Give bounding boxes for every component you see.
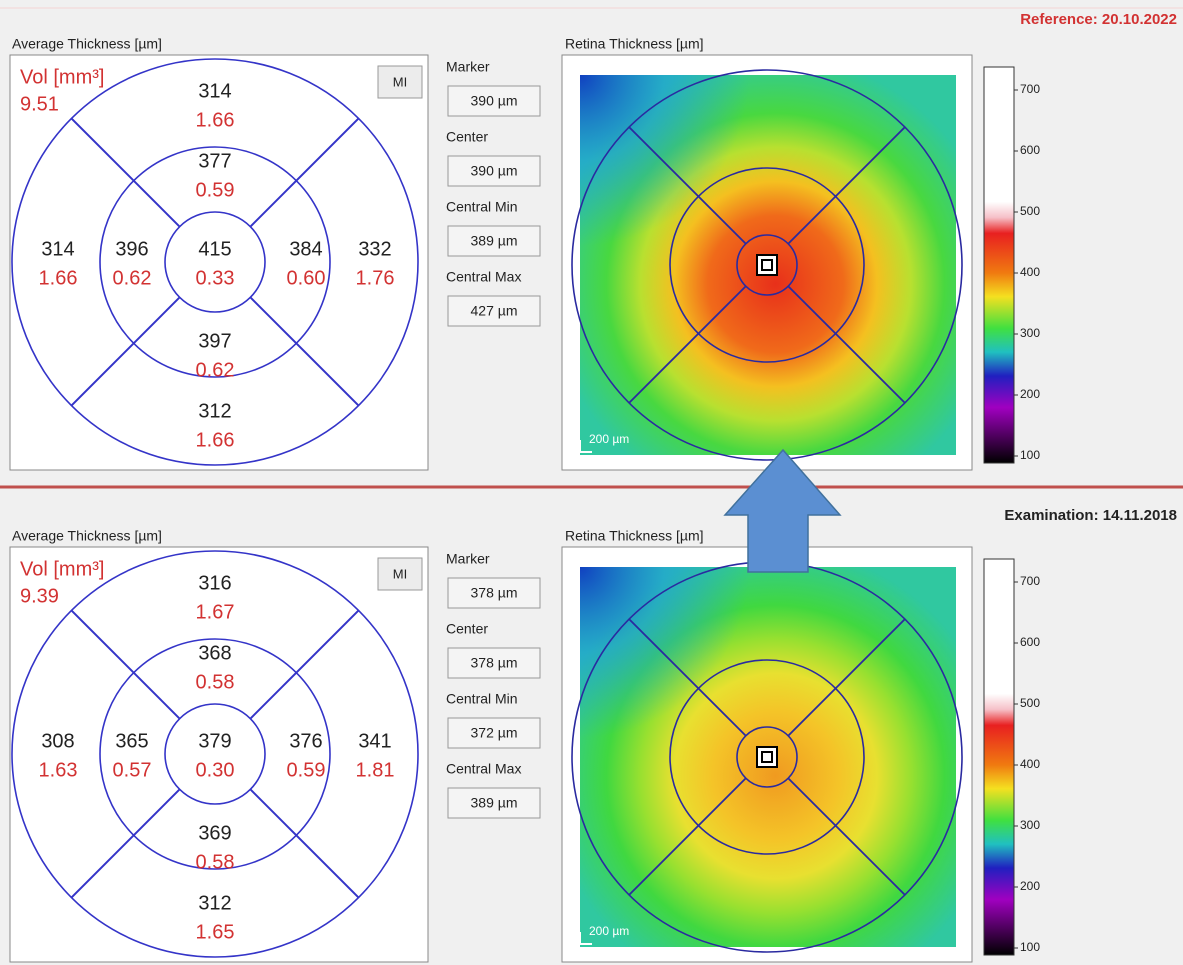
scale-bar-label: 200 µm [589, 432, 629, 446]
colorbar-tick-label: 700 [1020, 574, 1040, 588]
section-title: Retina Thickness [µm] [565, 528, 704, 544]
field-label: Central Min [446, 199, 518, 215]
panel-header: Examination: 14.11.2018 [1004, 507, 1177, 524]
volume-value: 9.51 [20, 93, 59, 115]
sector-volume: 1.67 [196, 601, 235, 623]
sector-thickness: 332 [358, 238, 391, 260]
field-value: 390 µm [471, 163, 518, 179]
section-title: Average Thickness [µm] [12, 36, 162, 52]
sector-thickness: 316 [198, 572, 231, 594]
fovea-marker-inner [762, 260, 772, 270]
volume-value: 9.39 [20, 585, 59, 607]
sector-volume: 1.81 [356, 759, 395, 781]
sector-volume: 0.60 [287, 267, 326, 289]
colorbar-tick-label: 100 [1020, 448, 1040, 462]
sector-thickness: 314 [41, 238, 74, 260]
volume-label: Vol [mm³] [20, 66, 104, 88]
field-value: 378 µm [471, 655, 518, 671]
sector-volume: 0.30 [196, 759, 235, 781]
sector-volume: 0.58 [196, 851, 235, 873]
sector-volume: 0.33 [196, 267, 235, 289]
mi-button-label: MI [393, 566, 407, 581]
section-title: Retina Thickness [µm] [565, 36, 704, 52]
mi-button-label: MI [393, 74, 407, 89]
sector-thickness: 369 [198, 822, 231, 844]
colorbar-tick-label: 400 [1020, 265, 1040, 279]
sector-volume: 1.65 [196, 921, 235, 943]
colorbar-tick-label: 600 [1020, 635, 1040, 649]
sector-thickness: 368 [198, 642, 231, 664]
colorbar-tick-label: 600 [1020, 143, 1040, 157]
field-label: Center [446, 621, 488, 637]
sector-thickness: 396 [115, 238, 148, 260]
field-value: 427 µm [471, 303, 518, 319]
panel-header: Reference: 20.10.2022 [1020, 11, 1177, 28]
field-value: 372 µm [471, 725, 518, 741]
page: Reference: 20.10.2022 Average Thickness [… [0, 0, 1183, 965]
colorbar [984, 559, 1014, 955]
sector-thickness: 377 [198, 150, 231, 172]
sector-volume: 0.57 [113, 759, 152, 781]
field-value: 389 µm [471, 233, 518, 249]
screen: Reference: 20.10.2022 Average Thickness [… [0, 0, 1183, 965]
sector-thickness: 379 [198, 730, 231, 752]
sector-volume: 1.76 [356, 267, 395, 289]
sector-volume: 0.62 [113, 267, 152, 289]
sector-volume: 1.66 [39, 267, 78, 289]
colorbar-tick-label: 500 [1020, 696, 1040, 710]
colorbar-tick-label: 300 [1020, 326, 1040, 340]
colorbar-tick-label: 400 [1020, 757, 1040, 771]
sector-thickness: 312 [198, 400, 231, 422]
field-label: Marker [446, 551, 490, 567]
field-value: 378 µm [471, 585, 518, 601]
sector-volume: 0.59 [287, 759, 326, 781]
panel: Examination: 14.11.2018 Average Thickness… [10, 507, 1177, 962]
sector-volume: 0.58 [196, 671, 235, 693]
field-label: Central Min [446, 691, 518, 707]
sector-volume: 0.59 [196, 179, 235, 201]
sector-volume: 1.66 [196, 429, 235, 451]
sector-volume: 1.66 [196, 109, 235, 131]
panel: Reference: 20.10.2022 Average Thickness [… [10, 11, 1177, 470]
scale-bar-label: 200 µm [589, 924, 629, 938]
sector-thickness: 415 [198, 238, 231, 260]
sector-thickness: 341 [358, 730, 391, 752]
sector-thickness: 365 [115, 730, 148, 752]
field-label: Central Max [446, 269, 521, 285]
colorbar-tick-label: 500 [1020, 204, 1040, 218]
volume-label: Vol [mm³] [20, 558, 104, 580]
colorbar-tick-label: 300 [1020, 818, 1040, 832]
colorbar-tick-label: 200 [1020, 879, 1040, 893]
field-label: Center [446, 129, 488, 145]
colorbar [984, 67, 1014, 463]
sector-thickness: 312 [198, 892, 231, 914]
colorbar-tick-label: 700 [1020, 82, 1040, 96]
section-title: Average Thickness [µm] [12, 528, 162, 544]
sector-thickness: 397 [198, 330, 231, 352]
sector-thickness: 384 [289, 238, 322, 260]
colorbar-tick-label: 200 [1020, 387, 1040, 401]
field-label: Marker [446, 59, 490, 75]
field-label: Central Max [446, 761, 521, 777]
sector-thickness: 376 [289, 730, 322, 752]
field-value: 390 µm [471, 93, 518, 109]
sector-thickness: 314 [198, 80, 231, 102]
colorbar-tick-label: 100 [1020, 940, 1040, 954]
fovea-marker-inner [762, 752, 772, 762]
sector-volume: 0.62 [196, 359, 235, 381]
field-value: 389 µm [471, 795, 518, 811]
sector-thickness: 308 [41, 730, 74, 752]
sector-volume: 1.63 [39, 759, 78, 781]
